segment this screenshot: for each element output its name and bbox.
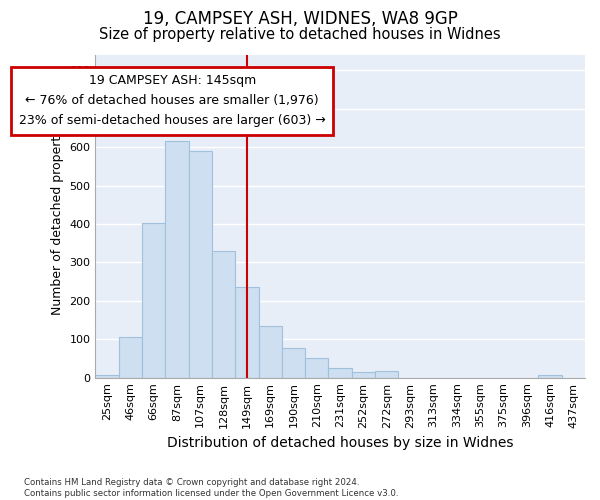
Bar [259, 326, 282, 378]
X-axis label: Distribution of detached houses by size in Widnes: Distribution of detached houses by size … [167, 436, 514, 450]
Bar [375, 371, 398, 378]
Bar [212, 251, 235, 378]
Bar [352, 372, 375, 378]
Bar [142, 223, 165, 378]
Bar [305, 358, 328, 378]
Bar [328, 368, 352, 378]
Y-axis label: Number of detached properties: Number of detached properties [51, 118, 64, 315]
Bar [119, 336, 142, 378]
Text: Size of property relative to detached houses in Widnes: Size of property relative to detached ho… [99, 28, 501, 42]
Bar [538, 374, 562, 378]
Bar [235, 286, 259, 378]
Bar [282, 348, 305, 378]
Text: 19 CAMPSEY ASH: 145sqm
← 76% of detached houses are smaller (1,976)
23% of semi-: 19 CAMPSEY ASH: 145sqm ← 76% of detached… [19, 74, 326, 127]
Bar [188, 151, 212, 378]
Bar [165, 142, 188, 378]
Text: Contains HM Land Registry data © Crown copyright and database right 2024.
Contai: Contains HM Land Registry data © Crown c… [24, 478, 398, 498]
Text: 19, CAMPSEY ASH, WIDNES, WA8 9GP: 19, CAMPSEY ASH, WIDNES, WA8 9GP [143, 10, 457, 28]
Bar [95, 374, 119, 378]
